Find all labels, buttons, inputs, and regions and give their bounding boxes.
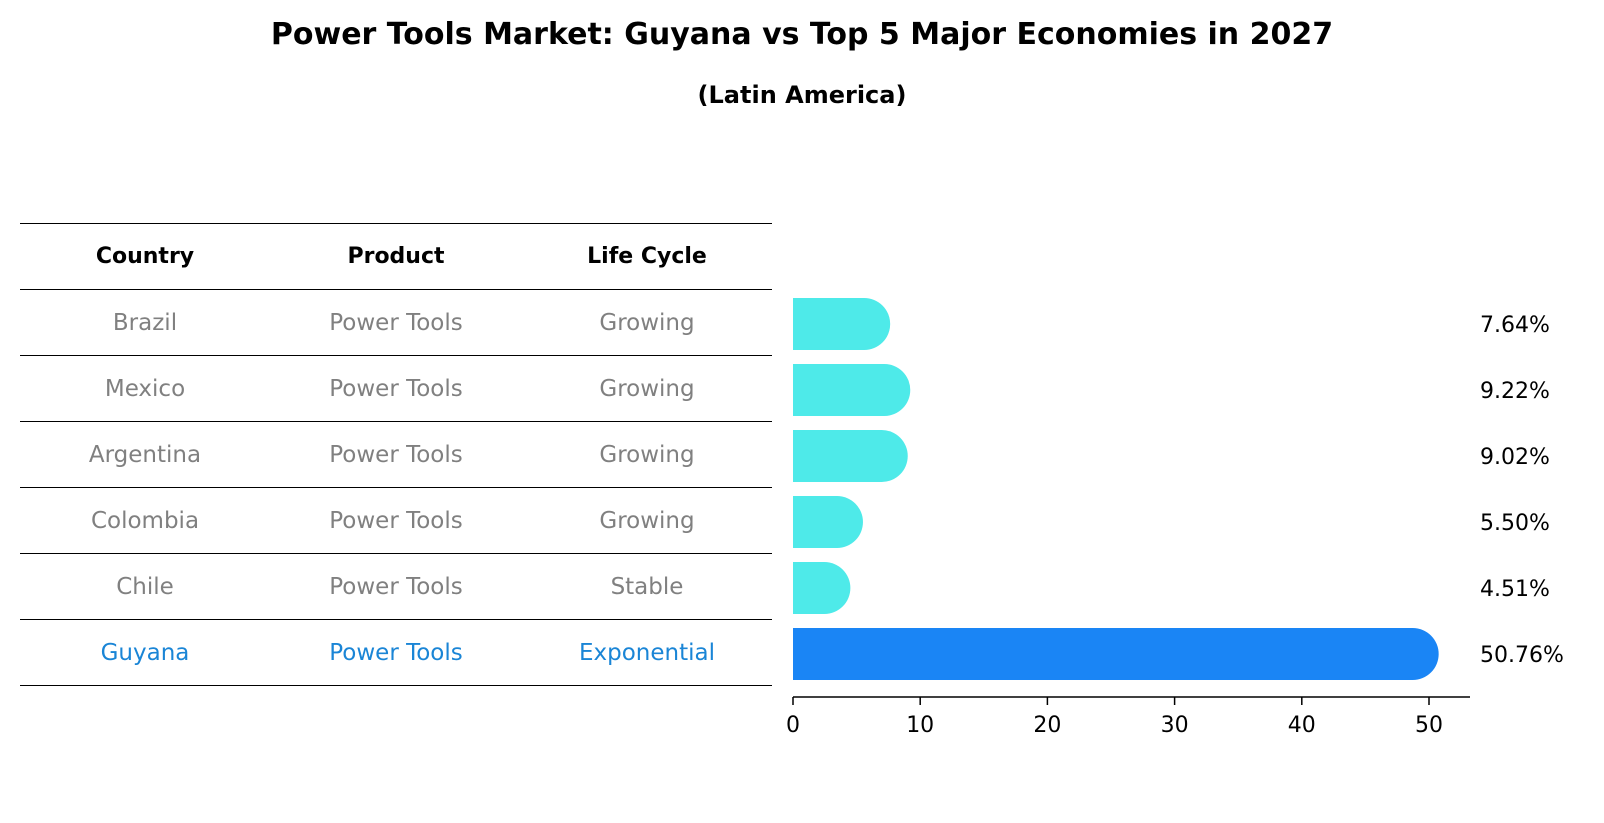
life-cycle-cell: Growing bbox=[599, 508, 695, 534]
bars-group bbox=[793, 298, 1439, 680]
value-label: 5.50% bbox=[1480, 511, 1550, 536]
x-tick-label: 0 bbox=[786, 713, 800, 738]
value-label: 7.64% bbox=[1480, 313, 1550, 338]
value-label: 9.22% bbox=[1480, 379, 1550, 404]
table-row: Chile Power Tools Stable bbox=[20, 553, 772, 619]
product-cell: Power Tools bbox=[329, 640, 463, 666]
chart-subtitle: (Latin America) bbox=[697, 81, 907, 109]
table-header-row: Country Product Life Cycle bbox=[20, 223, 772, 289]
value-labels-group: 7.64% 9.22% 9.02% 5.50% 4.51% 50.76% bbox=[1480, 313, 1564, 668]
life-cycle-cell: Growing bbox=[599, 376, 695, 402]
life-cycle-cell: Growing bbox=[599, 310, 695, 336]
column-header-life-cycle: Life Cycle bbox=[587, 244, 707, 269]
product-cell: Power Tools bbox=[329, 442, 463, 468]
product-cell: Power Tools bbox=[329, 310, 463, 336]
product-cell: Power Tools bbox=[329, 508, 463, 534]
table-row: Argentina Power Tools Growing bbox=[20, 421, 772, 487]
value-label: 9.02% bbox=[1480, 445, 1550, 470]
bar-argentina bbox=[793, 430, 908, 482]
chart-title: Power Tools Market: Guyana vs Top 5 Majo… bbox=[270, 17, 1334, 52]
value-label: 4.51% bbox=[1480, 577, 1550, 602]
x-tick-label: 50 bbox=[1415, 713, 1443, 738]
life-cycle-cell: Exponential bbox=[578, 640, 715, 666]
data-table: Country Product Life Cycle Brazil Power … bbox=[20, 223, 772, 686]
life-cycle-cell: Growing bbox=[599, 442, 695, 468]
x-tick-label: 40 bbox=[1288, 713, 1316, 738]
life-cycle-cell: Stable bbox=[610, 574, 684, 600]
country-cell: Argentina bbox=[88, 442, 202, 468]
product-cell: Power Tools bbox=[329, 574, 463, 600]
column-header-product: Product bbox=[347, 244, 445, 269]
country-cell: Brazil bbox=[112, 310, 178, 336]
bar-chile bbox=[793, 562, 851, 614]
x-axis: 0 10 20 30 40 50 bbox=[786, 696, 1470, 738]
product-cell: Power Tools bbox=[329, 376, 463, 402]
table-row: Mexico Power Tools Growing bbox=[20, 355, 772, 421]
country-cell: Chile bbox=[116, 574, 174, 600]
column-header-country: Country bbox=[95, 244, 195, 269]
table-row: Brazil Power Tools Growing bbox=[20, 289, 772, 355]
table-row-highlighted: Guyana Power Tools Exponential bbox=[20, 619, 772, 686]
country-cell: Mexico bbox=[104, 376, 186, 402]
bar-guyana bbox=[793, 628, 1439, 680]
bar-brazil bbox=[793, 298, 891, 350]
x-tick-label: 20 bbox=[1033, 713, 1061, 738]
country-cell: Guyana bbox=[100, 640, 190, 666]
bar-colombia bbox=[793, 496, 863, 548]
country-cell: Colombia bbox=[90, 508, 200, 534]
table-row: Colombia Power Tools Growing bbox=[20, 487, 772, 553]
value-label: 50.76% bbox=[1480, 643, 1564, 668]
bar-mexico bbox=[793, 364, 911, 416]
x-tick-label: 10 bbox=[906, 713, 934, 738]
x-tick-label: 30 bbox=[1161, 713, 1189, 738]
